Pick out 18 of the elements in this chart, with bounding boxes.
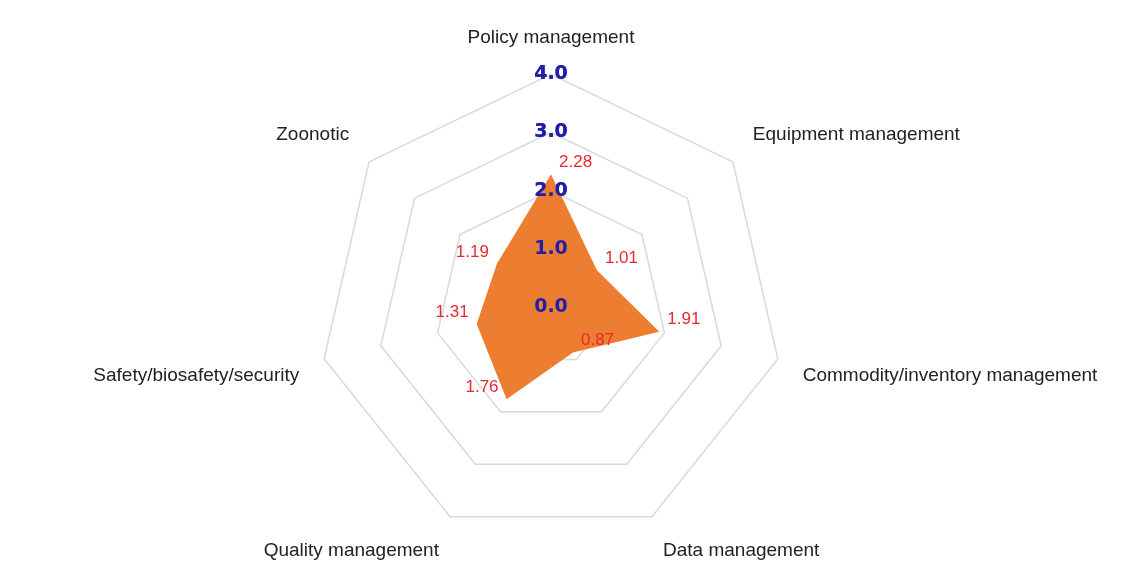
data-label: 1.31 — [435, 301, 469, 321]
data-label: 1.19 — [455, 241, 489, 261]
spoke-label: Safety/biosafety/security — [93, 364, 300, 386]
data-label: 1.91 — [667, 309, 701, 329]
spoke-label: Data management — [663, 539, 821, 561]
y-tick-label: 3.0 — [534, 119, 568, 142]
data-label: 1.76 — [465, 376, 499, 396]
spoke-label: Commodity/inventory management — [802, 364, 1099, 386]
y-tick-label: 1.0 — [534, 235, 568, 258]
data-label: 0.87 — [580, 330, 615, 350]
spoke-label: Equipment management — [752, 122, 961, 144]
y-tick-label: 0.0 — [534, 293, 568, 316]
y-tick-label: 4.0 — [534, 61, 568, 84]
data-label: 1.01 — [604, 248, 639, 268]
spoke-label: Zoonotic — [276, 122, 350, 144]
data-label: 2.28 — [559, 152, 593, 172]
spoke-label: Quality management — [263, 539, 440, 561]
spoke-label: Policy management — [467, 25, 636, 47]
